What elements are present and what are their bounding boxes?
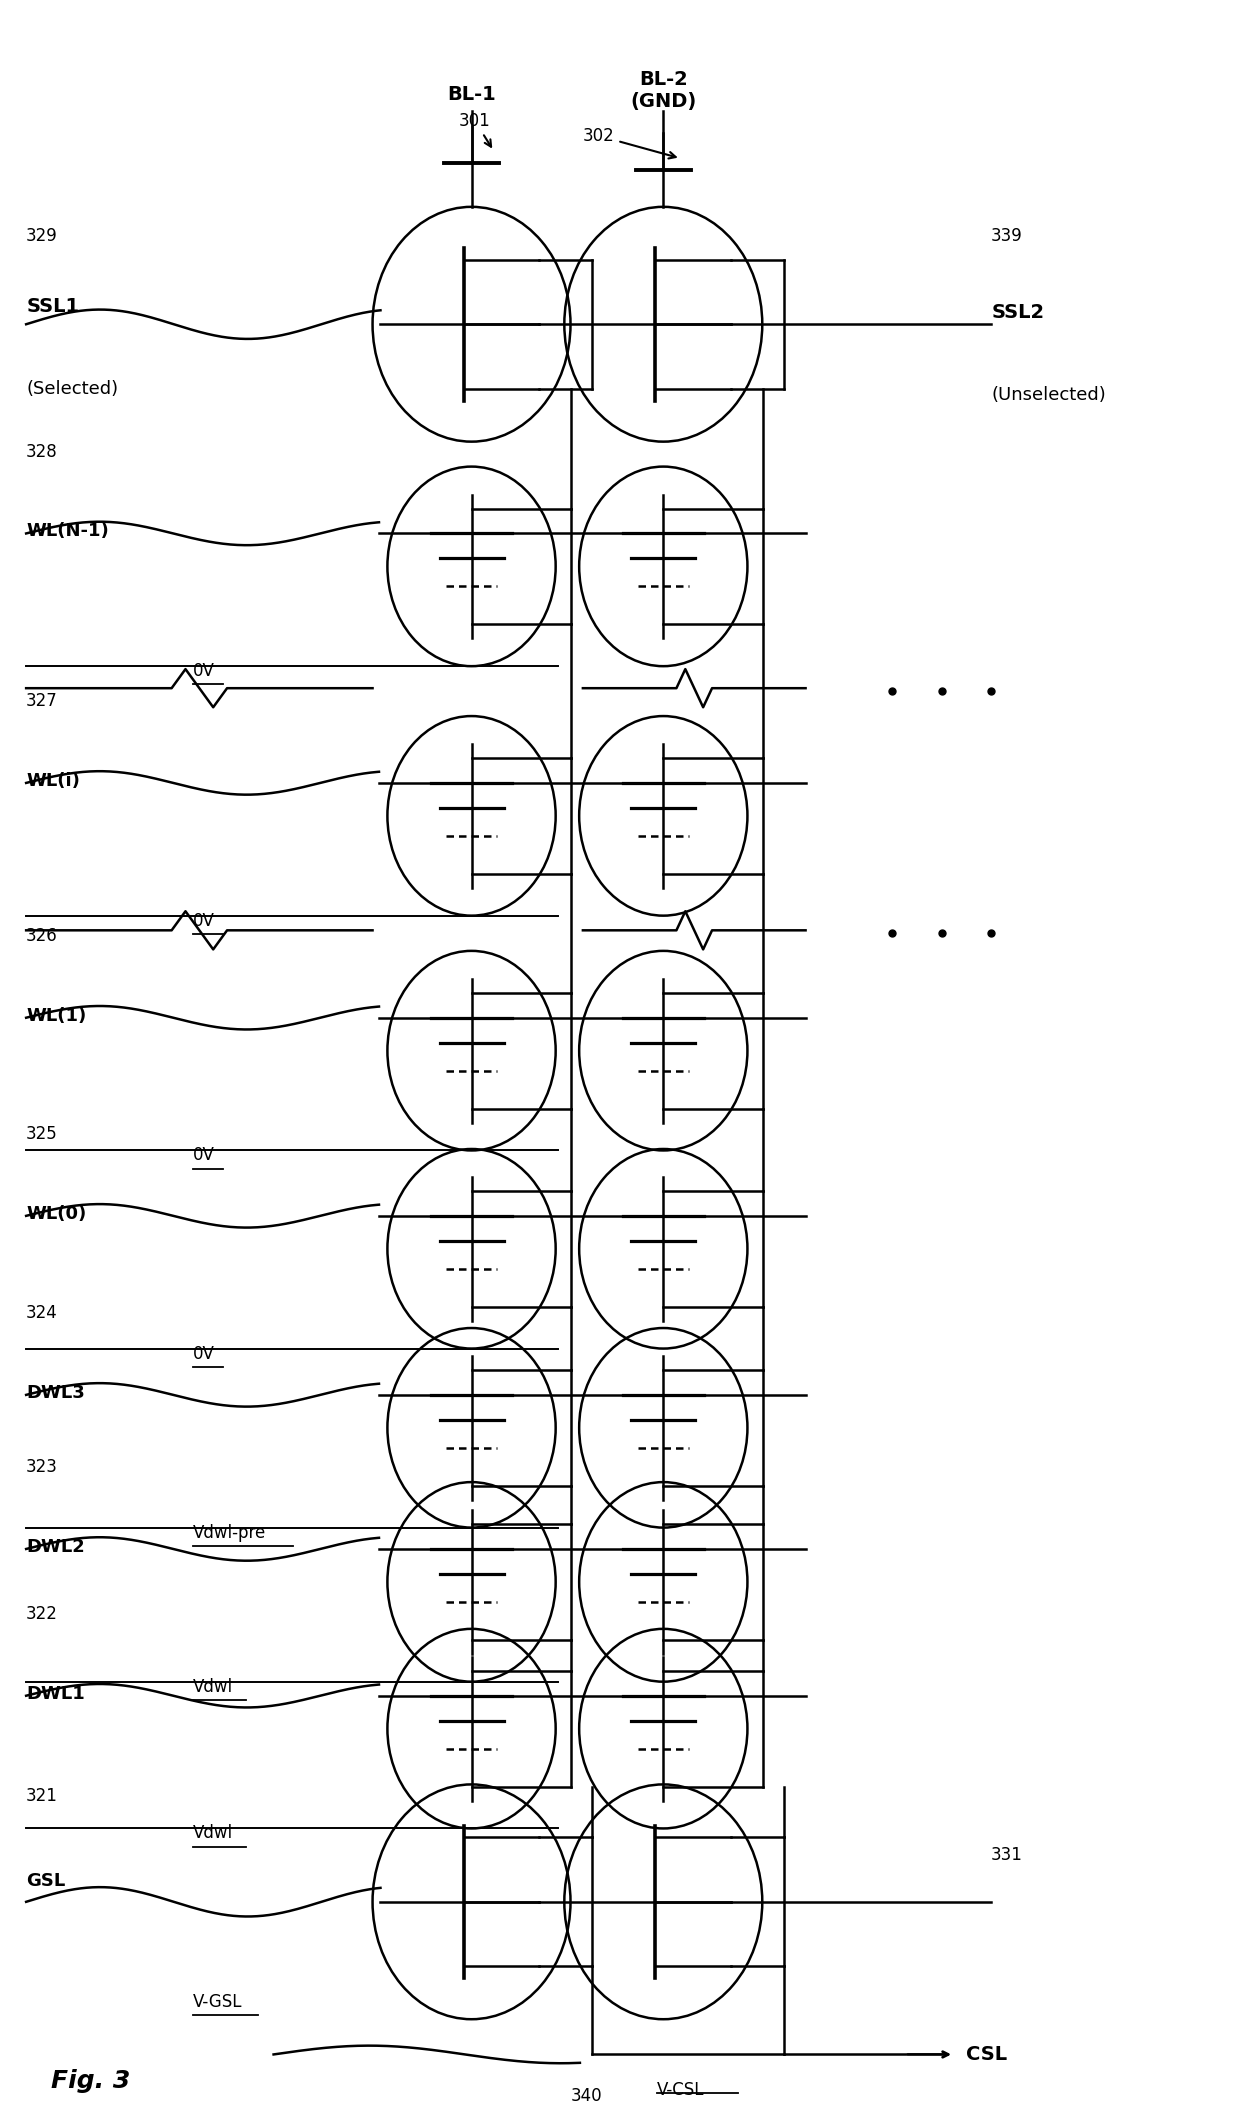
Text: Vdwl: Vdwl — [193, 1678, 233, 1695]
Text: CSL: CSL — [966, 2044, 1008, 2063]
Text: 340: 340 — [570, 2086, 601, 2105]
Text: 331: 331 — [991, 1845, 1023, 1864]
Text: Vdwl-pre: Vdwl-pre — [193, 1524, 267, 1543]
Text: WL(0): WL(0) — [26, 1204, 87, 1223]
Text: 323: 323 — [26, 1458, 58, 1477]
Text: (Unselected): (Unselected) — [991, 385, 1106, 404]
Text: 339: 339 — [991, 226, 1023, 245]
Text: (Selected): (Selected) — [26, 379, 118, 398]
Text: DWL3: DWL3 — [26, 1384, 84, 1403]
Text: 326: 326 — [26, 927, 58, 946]
Text: 322: 322 — [26, 1604, 58, 1623]
Text: 324: 324 — [26, 1303, 58, 1322]
Text: WL(1): WL(1) — [26, 1007, 87, 1024]
Text: WL(i): WL(i) — [26, 772, 81, 789]
Text: SSL1: SSL1 — [26, 296, 79, 315]
Text: 0V: 0V — [193, 1147, 215, 1164]
Text: 328: 328 — [26, 442, 58, 461]
Text: WL(N-1): WL(N-1) — [26, 523, 109, 540]
Text: Fig. 3: Fig. 3 — [51, 2069, 130, 2093]
Text: 0V: 0V — [193, 1344, 215, 1363]
Text: 0V: 0V — [193, 912, 215, 929]
Text: DWL1: DWL1 — [26, 1684, 84, 1703]
Text: SSL2: SSL2 — [991, 303, 1044, 322]
Text: BL-2
(GND): BL-2 (GND) — [630, 70, 697, 112]
Text: 327: 327 — [26, 692, 58, 711]
Text: GSL: GSL — [26, 1873, 66, 1890]
Text: DWL2: DWL2 — [26, 1538, 84, 1555]
Text: V-GSL: V-GSL — [193, 1993, 243, 2010]
Text: 325: 325 — [26, 1126, 58, 1143]
Text: 329: 329 — [26, 226, 58, 245]
Text: Vdwl: Vdwl — [193, 1824, 233, 1843]
Text: 321: 321 — [26, 1788, 58, 1805]
Text: 302: 302 — [583, 127, 676, 159]
Text: V-CSL: V-CSL — [657, 2080, 704, 2099]
Text: BL-1: BL-1 — [448, 85, 496, 104]
Text: 0V: 0V — [193, 662, 215, 679]
Text: 301: 301 — [459, 112, 491, 146]
